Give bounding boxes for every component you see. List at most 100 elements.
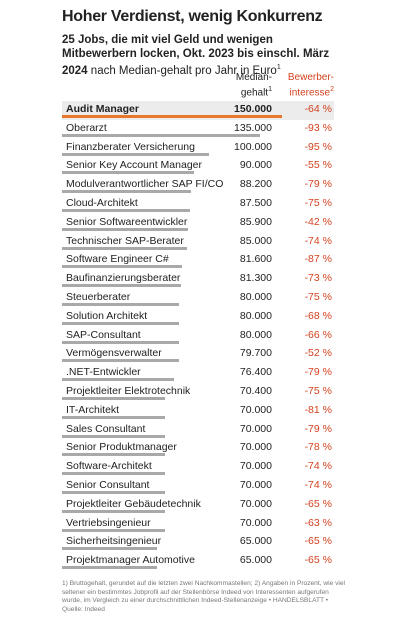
value-label: 65.000 xyxy=(239,535,272,548)
row-label: Baufinanzierungsberater xyxy=(66,272,181,285)
value-label: 70.000 xyxy=(239,441,272,454)
value-label: 70.000 xyxy=(239,460,272,473)
column-header: Bewerber-interesse2 xyxy=(288,72,334,99)
bar xyxy=(62,209,191,212)
row: Senior Produktmanager 70.000 -78 % xyxy=(62,439,334,458)
row: Vertriebsingenieur 70.000 -63 % xyxy=(62,515,334,534)
value-label: -65 % xyxy=(304,535,332,548)
value-label: 100.000 xyxy=(234,140,272,153)
value-label: 70.000 xyxy=(239,497,272,510)
value-label: 150.000 xyxy=(234,103,272,115)
header-line: Median- xyxy=(235,72,272,83)
value-label: -75 % xyxy=(304,197,332,209)
value-label: 70.000 xyxy=(239,516,272,529)
row-label: Software-Architekt xyxy=(66,460,152,473)
row: Projektmanager Automotive 65.000 -65 % xyxy=(62,552,334,571)
value-label: 81.300 xyxy=(239,272,272,285)
row: Modulverantwortlicher SAP FI/CO 88.200 -79… xyxy=(62,176,334,195)
bar xyxy=(62,359,179,363)
row: Audit Manager 150.000 -64 % xyxy=(62,101,334,120)
row: Solution Architekt 80.000 -68 % xyxy=(62,308,334,327)
row-label: Solution Architekt xyxy=(66,309,148,322)
bar xyxy=(62,472,165,476)
bar xyxy=(62,453,165,457)
value-label: -78 % xyxy=(304,441,332,454)
row: Steuerberater 80.000 -75 % xyxy=(62,289,334,308)
chart-title: Hoher Verdienst, wenig Konkurrenz xyxy=(62,8,323,25)
value-label: -79 % xyxy=(304,366,332,379)
row: Finanzberater Versicherung 100.000 -95 % xyxy=(62,139,334,158)
value-label: 70.000 xyxy=(239,403,272,416)
value-label: -52 % xyxy=(304,347,332,360)
header-line: interesse xyxy=(289,87,331,99)
value-label: 70.000 xyxy=(239,422,272,435)
row: Software Engineer C# 81.600 -87 % xyxy=(62,251,334,270)
value-label: 80.000 xyxy=(239,309,272,322)
row-label: IT-Architekt xyxy=(66,403,120,416)
footnote: 1) Bruttogehalt, gerundet auf die letzte… xyxy=(62,580,345,613)
value-label: -93 % xyxy=(304,121,332,134)
row-label: Modulverantwortlicher SAP FI/CO xyxy=(66,178,224,191)
value-label: -75 % xyxy=(304,385,332,397)
value-label: -65 % xyxy=(304,554,332,567)
row-label: Sicherheitsingenieur xyxy=(66,535,162,548)
row-label: Projektleiter Gebäudetechnik xyxy=(66,497,201,510)
row: Cloud-Architekt 87.500 -75 % xyxy=(62,195,334,214)
row-label: Steuerberater xyxy=(66,291,131,303)
bar xyxy=(62,397,166,400)
row-label: Cloud-Architekt xyxy=(66,197,138,209)
value-label: -68 % xyxy=(304,309,332,322)
value-label: 70.000 xyxy=(239,479,272,491)
subtitle-bold: 25 Jobs, die mit viel Geld und wenigen M… xyxy=(62,34,330,77)
bar xyxy=(62,340,180,344)
row: Senior Key Account Manager 90.000 -55 % xyxy=(62,157,334,176)
row: IT-Architekt 70.000 -81 % xyxy=(62,402,334,421)
value-label: 76.400 xyxy=(239,366,272,379)
bar xyxy=(62,566,158,570)
header-line: gehalt xyxy=(240,87,269,99)
row-label: Senior Key Account Manager xyxy=(66,159,202,172)
value-label: 80.000 xyxy=(239,328,272,341)
row-label: Senior Produktmanager xyxy=(66,441,177,454)
value-label: -74 % xyxy=(304,479,332,491)
value-label: 88.200 xyxy=(239,178,272,191)
value-label: -73 % xyxy=(304,272,332,285)
row: Senior Consultant 70.000 -74 % xyxy=(62,477,334,496)
row: SAP-Consultant 80.000 -66 % xyxy=(62,327,334,346)
row: Sicherheitsingenieur 65.000 -65 % xyxy=(62,533,334,552)
bar xyxy=(62,227,188,231)
row-label: Sales Consultant xyxy=(66,422,146,435)
header-line: Bewerber- xyxy=(287,72,334,83)
bar xyxy=(62,190,192,194)
row-label: Vertriebsingenieur xyxy=(66,516,151,529)
row-label: Projektleiter Elektrotechnik xyxy=(66,385,191,397)
row: Oberarzt 135.000 -93 % xyxy=(62,120,334,139)
row-label: .NET-Entwickler xyxy=(66,366,141,379)
row: Baufinanzierungsberater 81.300 -73 % xyxy=(62,270,334,289)
row-label: SAP-Consultant xyxy=(66,328,141,341)
subtitle: 25 Jobs, die mit viel Geld und wenigen M… xyxy=(62,34,348,78)
row: Technischer SAP-Berater 85.000 -74 % xyxy=(62,233,334,252)
row-label: Audit Manager xyxy=(66,103,139,115)
value-label: 135.000 xyxy=(234,121,272,134)
row-label: Software Engineer C# xyxy=(66,253,169,266)
bar xyxy=(62,434,165,438)
bar xyxy=(62,133,260,137)
value-label: -66 % xyxy=(304,328,332,341)
bar xyxy=(62,246,187,250)
value-label: -74 % xyxy=(304,460,332,473)
value-label: -79 % xyxy=(304,178,332,191)
row-label: Vermögensverwalter xyxy=(66,347,162,360)
value-label: -95 % xyxy=(304,140,332,153)
row-label: Finanzberater Versicherung xyxy=(66,140,195,153)
bar xyxy=(62,171,194,175)
bar xyxy=(62,547,158,551)
value-label: 79.700 xyxy=(239,347,272,360)
row: Vermögensverwalter 79.700 -52 % xyxy=(62,345,334,364)
value-label: -74 % xyxy=(304,234,332,247)
value-label: 90.000 xyxy=(239,159,272,172)
value-label: -65 % xyxy=(304,497,332,510)
value-label: 87.500 xyxy=(239,197,272,209)
subtitle-rest: nach Median-gehalt pro Jahr in Euro xyxy=(90,64,277,77)
row-label: Oberarzt xyxy=(66,121,107,134)
